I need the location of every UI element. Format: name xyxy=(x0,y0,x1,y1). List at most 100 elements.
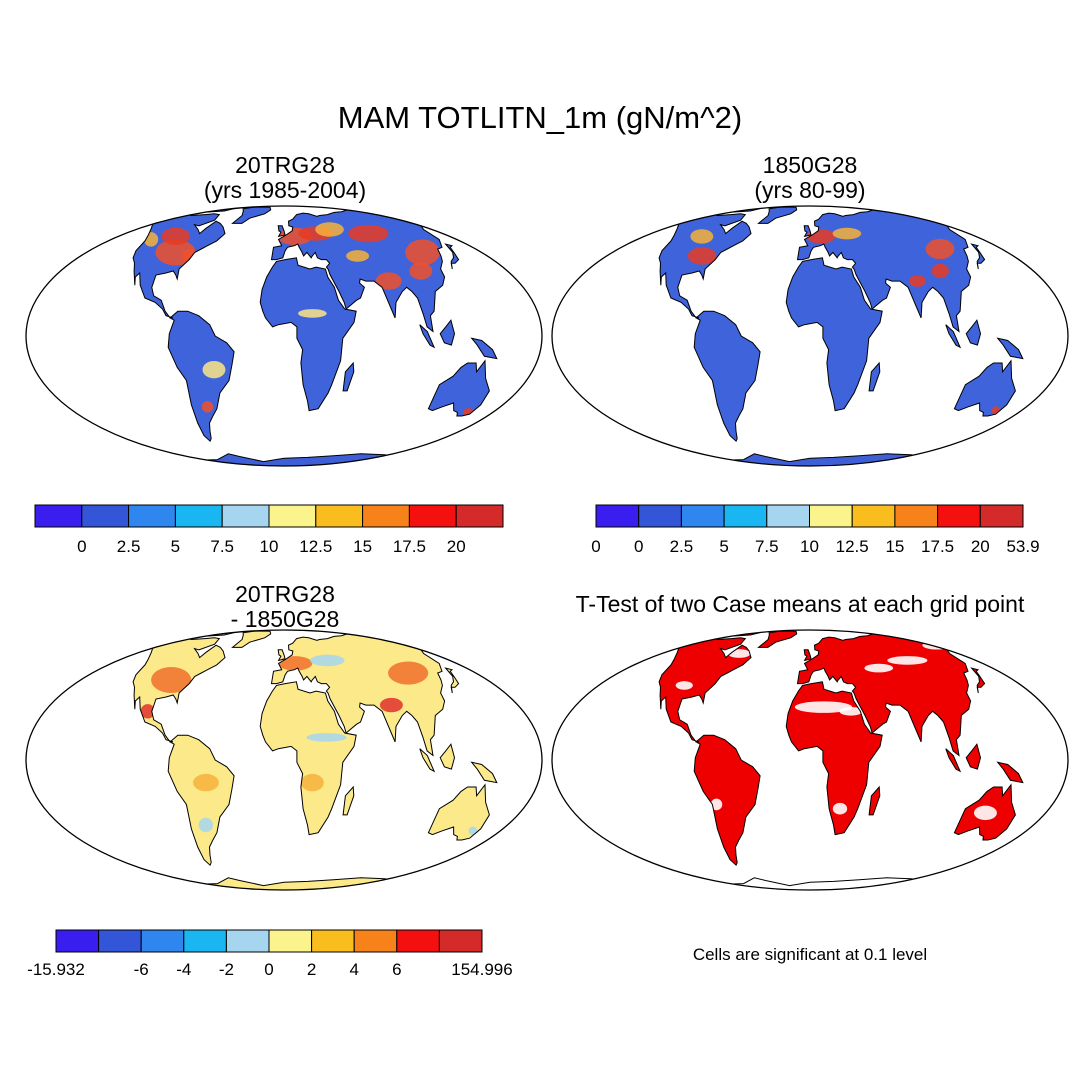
colorbar-tick-label: 154.996 xyxy=(451,960,512,979)
colorbar-swatch xyxy=(937,504,981,528)
land-new-guinea xyxy=(471,762,497,783)
non-significant-patch xyxy=(675,681,693,690)
non-significant-patch xyxy=(794,701,853,713)
land-australia xyxy=(428,784,490,840)
coastline-madagascar xyxy=(342,785,355,816)
coastline-greenland xyxy=(757,630,798,648)
land-south-america xyxy=(168,735,235,866)
colorbar-tick-label: -4 xyxy=(176,960,191,979)
coastline-japan xyxy=(444,667,460,694)
coastline-madagascar xyxy=(342,361,355,392)
coastline-new-guinea xyxy=(470,761,498,784)
colorbar-tick-label: 2.5 xyxy=(670,537,694,556)
coastline-greenland xyxy=(231,206,272,224)
coastline-south-america xyxy=(693,734,761,867)
panel-title-diff-line1: 20TRG28 xyxy=(235,581,335,607)
value-patch xyxy=(468,826,478,836)
value-patch xyxy=(201,401,214,413)
colorbar-swatch xyxy=(315,504,364,528)
land-africa xyxy=(786,681,883,835)
coastline-north-america xyxy=(128,212,226,319)
coastline-new-guinea xyxy=(996,761,1024,784)
value-patch xyxy=(832,227,862,240)
coastline-borneo xyxy=(439,743,456,770)
land-greenland xyxy=(758,207,797,224)
land-africa xyxy=(786,257,883,411)
map-diff xyxy=(25,629,543,891)
coastline-eurasia xyxy=(796,632,973,757)
land-africa xyxy=(260,257,357,411)
value-patch xyxy=(379,697,403,713)
colorbar-tick-label: 0 xyxy=(77,537,86,556)
coastline-eurasia xyxy=(270,208,447,333)
coastline-australia xyxy=(427,359,490,417)
colorbar-swatch xyxy=(455,504,504,528)
land-north-america xyxy=(655,637,751,742)
map-frame-diff xyxy=(25,629,543,891)
non-significant-patch xyxy=(922,640,952,650)
colorbar-tick-label: 0 xyxy=(591,537,600,556)
coastline-sumatra-borneo xyxy=(419,748,436,773)
land-sumatra-borneo xyxy=(945,748,961,772)
land-sumatra-borneo xyxy=(419,324,435,348)
non-significant-patch xyxy=(973,805,997,821)
colorbar-swatch xyxy=(680,504,725,528)
value-patch xyxy=(306,733,347,742)
colorbar-swatch xyxy=(98,929,142,953)
land-borneo xyxy=(966,744,981,770)
coastline-uk xyxy=(803,649,812,662)
value-patch xyxy=(405,239,440,266)
colorbar-swatch xyxy=(183,929,227,953)
value-patch xyxy=(310,654,345,667)
colorbar-tick-label: -15.932 xyxy=(27,960,85,979)
land-uk xyxy=(804,649,812,661)
value-patch xyxy=(151,666,192,693)
colorbar-tick-label: 5 xyxy=(719,537,728,556)
coastline-uk xyxy=(277,225,286,238)
colorbar-swatch xyxy=(140,929,185,953)
colorbar-swatch xyxy=(268,504,317,528)
value-patch xyxy=(346,250,370,262)
colorbar-tick-label: 15 xyxy=(885,537,904,556)
colorbar-tick-label: 2.5 xyxy=(117,537,141,556)
coastline-australia xyxy=(953,359,1016,417)
land-sumatra-borneo xyxy=(945,324,961,348)
coastline-australia xyxy=(427,783,490,841)
non-significant-patch xyxy=(887,656,928,665)
coastline-japan xyxy=(970,243,986,270)
coastline-africa xyxy=(785,681,883,836)
map-frame-case1 xyxy=(25,205,543,467)
value-patch xyxy=(690,229,714,244)
colorbar-swatch xyxy=(34,504,83,528)
colorbar-tick-label: 6 xyxy=(392,960,401,979)
coastline-africa xyxy=(259,257,357,412)
colorbar-tick-label: 2 xyxy=(307,960,316,979)
non-significant-patch xyxy=(710,798,723,811)
value-patch xyxy=(277,656,313,671)
coastline-greenland xyxy=(231,630,272,648)
colorbar-swatch xyxy=(268,929,313,953)
panel-title-case2-line1: 1850G28 xyxy=(762,152,858,178)
land-new-guinea xyxy=(997,338,1023,359)
land-borneo xyxy=(966,320,981,346)
land-greenland xyxy=(758,631,797,648)
colorbar-tick-label: 10 xyxy=(260,537,279,556)
land-madagascar xyxy=(343,787,354,815)
colorbar-swatch xyxy=(766,504,810,528)
colorbar-tick-label: 53.9 xyxy=(1006,537,1039,556)
coastline-sumatra-borneo xyxy=(945,324,962,349)
panel-title-case2: 1850G28 (yrs 80-99) xyxy=(555,153,1065,203)
value-patch xyxy=(908,275,927,287)
colorbar-tick-label: 7.5 xyxy=(755,537,779,556)
value-patch xyxy=(298,309,327,318)
value-patch xyxy=(300,773,324,792)
coastline-south-america xyxy=(167,734,235,867)
colorbar-swatch xyxy=(396,929,440,953)
coastline-sumatra-borneo xyxy=(945,748,962,773)
value-patch xyxy=(140,704,155,719)
colorbar-swatch xyxy=(81,504,130,528)
colorbar-swatch xyxy=(225,929,270,953)
map-frame-case2 xyxy=(551,205,1069,467)
significance-note: Cells are significant at 0.1 level xyxy=(692,945,928,964)
land-south-america xyxy=(168,311,235,442)
